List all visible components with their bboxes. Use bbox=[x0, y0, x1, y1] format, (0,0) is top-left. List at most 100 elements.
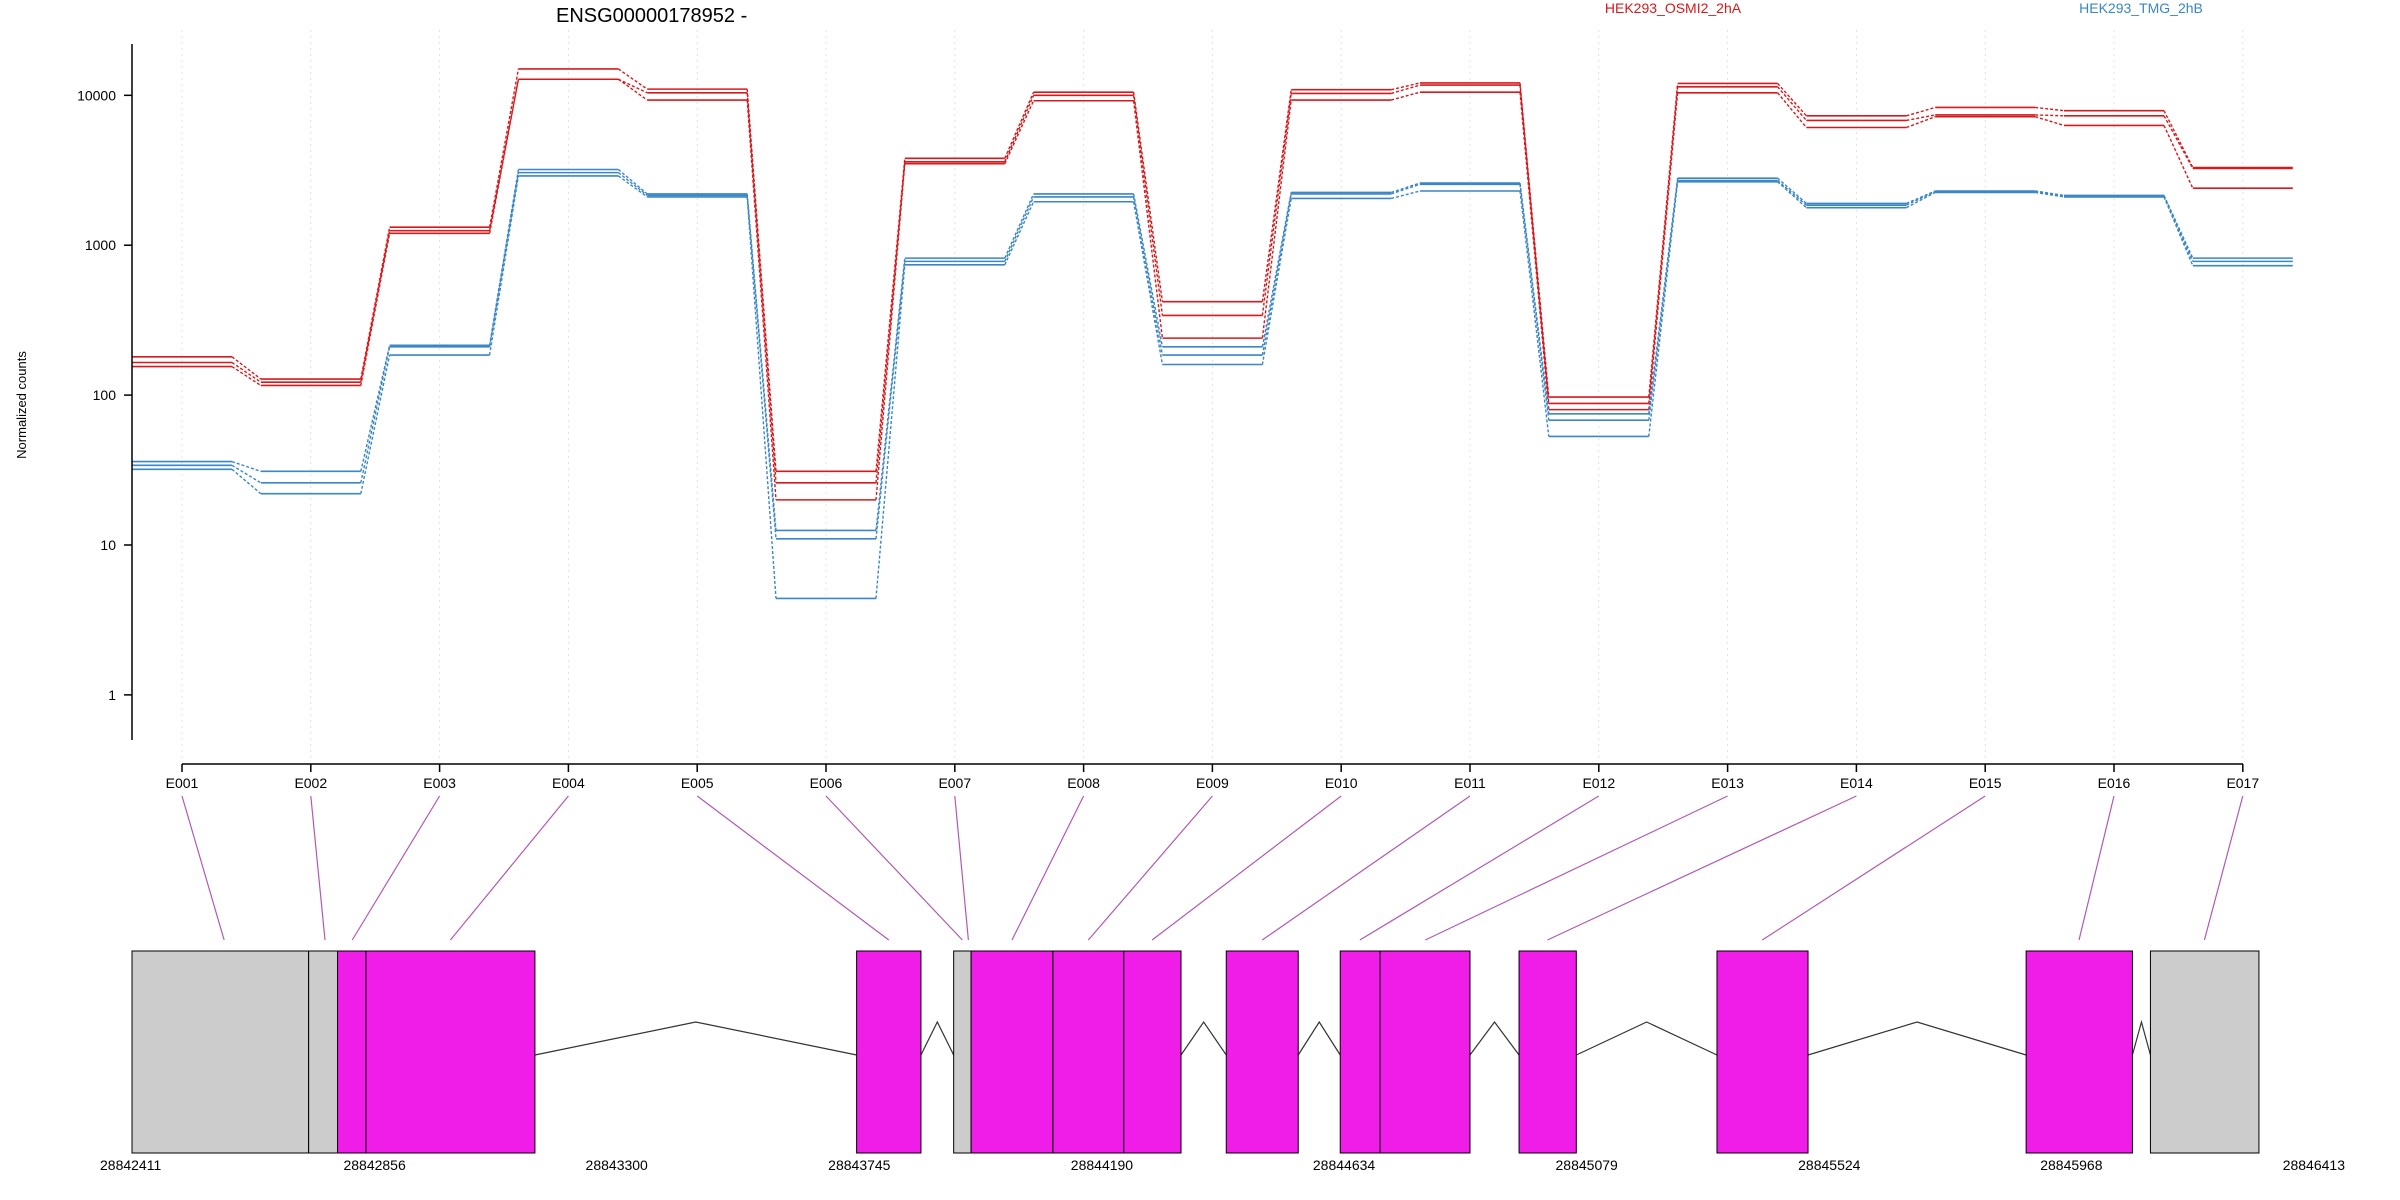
series-connector bbox=[875, 264, 906, 599]
x-tick-label-e009: E009 bbox=[1196, 775, 1229, 791]
series-connector bbox=[1648, 83, 1679, 398]
series-connector bbox=[2035, 191, 2065, 198]
series-connector bbox=[2163, 125, 2194, 189]
series-connector bbox=[1906, 116, 1936, 129]
series-connector bbox=[2163, 195, 2194, 259]
series-connector bbox=[1648, 86, 1679, 404]
series-connector bbox=[2035, 190, 2065, 197]
exon-link-e007 bbox=[954, 795, 969, 941]
chart-title: ENSG00000178952 - bbox=[556, 5, 747, 27]
y-tick-label: 1000 bbox=[85, 237, 116, 253]
series-connector bbox=[360, 233, 391, 386]
plot-lines bbox=[132, 68, 2293, 600]
series-connector bbox=[488, 79, 520, 234]
series-connector bbox=[2163, 196, 2194, 266]
legend-entry-tmg: HEK293_TMG_2hB bbox=[2079, 0, 2203, 16]
series-connector bbox=[1648, 181, 1679, 437]
x-tick-label-e016: E016 bbox=[2098, 775, 2131, 791]
exon-link-e004 bbox=[449, 795, 569, 941]
series-connector bbox=[1004, 201, 1035, 266]
utr-block bbox=[953, 950, 972, 1154]
exon-link-e013 bbox=[1425, 795, 1728, 941]
coordinate-label: 28843300 bbox=[586, 1157, 649, 1173]
exon-block bbox=[1225, 950, 1299, 1154]
series-connector bbox=[875, 261, 906, 539]
coordinate-label: 28844190 bbox=[1071, 1157, 1134, 1173]
exon-block bbox=[365, 950, 536, 1154]
series-1 bbox=[132, 68, 2293, 473]
series-connector bbox=[875, 161, 906, 483]
series-connector bbox=[1004, 91, 1035, 159]
series-connector bbox=[617, 175, 648, 198]
y-axis-label: Normalized counts bbox=[14, 351, 29, 459]
exon-block bbox=[1339, 950, 1381, 1154]
series-connector bbox=[1519, 92, 1550, 410]
exon-link-e017 bbox=[2203, 795, 2244, 941]
exon-block bbox=[970, 950, 1054, 1154]
coordinate-label: 28845968 bbox=[2040, 1157, 2103, 1173]
y-tick-label: 10 bbox=[100, 537, 116, 553]
series-connector bbox=[1648, 92, 1679, 410]
coordinate-label: 28846413 bbox=[2283, 1157, 2346, 1173]
series-connector bbox=[1004, 193, 1035, 259]
series-connector bbox=[488, 79, 520, 231]
series-connector bbox=[1906, 190, 1936, 206]
series-connector bbox=[360, 345, 391, 472]
exon-block bbox=[337, 950, 367, 1154]
series-connector bbox=[1777, 181, 1807, 209]
gene-model bbox=[131, 950, 2260, 1154]
series-connector bbox=[1519, 184, 1550, 421]
series-connector bbox=[1132, 196, 1164, 356]
utr-block bbox=[131, 950, 310, 1154]
series-connector bbox=[1777, 82, 1807, 117]
intron-line bbox=[1297, 1020, 1341, 1056]
x-tick-label-e003: E003 bbox=[423, 775, 456, 791]
exon-link-e015 bbox=[1761, 795, 1986, 941]
legend-entry-osmi2: HEK293_OSMI2_2hA bbox=[1605, 0, 1742, 16]
series-connector bbox=[2163, 110, 2194, 168]
series-connector bbox=[1132, 95, 1164, 316]
x-tick-label-e017: E017 bbox=[2226, 775, 2259, 791]
y-tick-label: 100 bbox=[93, 387, 117, 403]
genomic-coordinate-labels: 28842411 28842856 28843300 28843745 28844190… bbox=[100, 1157, 2345, 1173]
exon-link-e008 bbox=[1011, 795, 1085, 941]
series-connector bbox=[617, 168, 648, 195]
x-tick-label-e011: E011 bbox=[1454, 775, 1486, 791]
exon-block bbox=[1716, 950, 1809, 1154]
exon-link-e001 bbox=[181, 795, 225, 941]
series-connector bbox=[1391, 91, 1421, 101]
x-tick-label-e015: E015 bbox=[1969, 775, 2002, 791]
coordinate-label: 28842411 bbox=[100, 1157, 161, 1173]
series-connector bbox=[231, 365, 262, 387]
intron-line bbox=[1807, 1021, 2027, 1056]
x-tick-label-e002: E002 bbox=[294, 775, 327, 791]
series-connector bbox=[231, 468, 262, 495]
y-tick-label: 1 bbox=[108, 687, 116, 703]
series-connector bbox=[1777, 86, 1807, 121]
series-connector bbox=[875, 163, 906, 500]
series-connector bbox=[2034, 116, 2065, 127]
exon-block bbox=[1123, 950, 1182, 1154]
series-connector bbox=[1906, 191, 1936, 209]
y-axis: 1 10 100 1000 10000 bbox=[77, 44, 133, 740]
series-connector bbox=[746, 99, 777, 500]
series-connector bbox=[1648, 178, 1679, 414]
series-connector bbox=[488, 68, 520, 228]
series-connector bbox=[360, 346, 391, 483]
series-connector bbox=[1777, 92, 1807, 128]
series-connector bbox=[231, 464, 262, 484]
series-connector bbox=[231, 361, 262, 383]
exon-link-e014 bbox=[1547, 795, 1857, 941]
intron-line bbox=[1180, 1020, 1227, 1056]
series-connector bbox=[1519, 190, 1550, 437]
series-6 bbox=[132, 175, 2293, 600]
series-connector bbox=[617, 78, 648, 101]
exon-link-e011 bbox=[1261, 795, 1471, 941]
utr-block bbox=[308, 950, 339, 1154]
x-axis: E001 E002 E003 E004 E005 E006 E007 E008 E009 E010… bbox=[166, 763, 2259, 791]
utr-block bbox=[2149, 950, 2260, 1154]
exon-grid bbox=[181, 30, 2244, 760]
intron-line bbox=[1469, 1020, 1520, 1056]
x-tick-label-e004: E004 bbox=[552, 775, 585, 791]
